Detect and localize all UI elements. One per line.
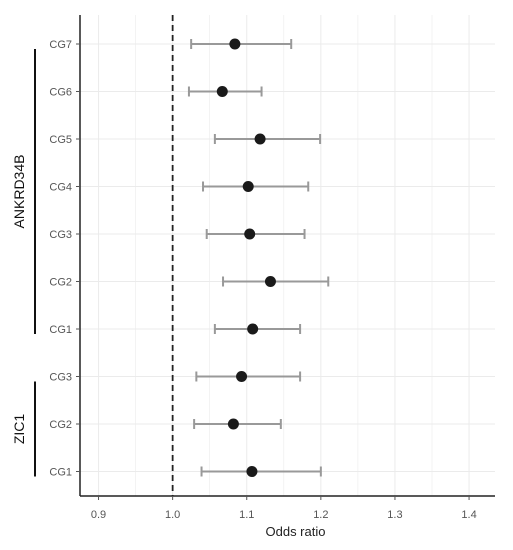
- point-estimate: [246, 466, 258, 477]
- point-estimate: [216, 86, 228, 97]
- y-tick-label: CG6: [49, 87, 72, 99]
- x-tick-label: 1.0: [165, 509, 180, 521]
- point-estimate: [227, 418, 239, 430]
- point-estimates: [216, 38, 276, 477]
- point-estimate: [247, 323, 259, 335]
- point-estimate: [244, 228, 256, 240]
- x-tick-label: 1.4: [461, 509, 476, 521]
- axes: [76, 15, 495, 500]
- y-tick-label: CG3: [49, 372, 72, 384]
- point-estimate: [229, 38, 241, 50]
- x-tick-label: 1.1: [239, 509, 254, 521]
- y-tick-label: CG4: [49, 182, 72, 194]
- x-tick-label: 1.3: [387, 509, 402, 521]
- group-brackets: ANKRD34B ZIC1: [11, 49, 36, 477]
- y-tick-label: CG1: [49, 324, 72, 336]
- group-label: ZIC1: [11, 414, 27, 445]
- point-estimate: [254, 133, 266, 145]
- point-estimate: [236, 371, 248, 382]
- y-tick-label: CG2: [49, 419, 72, 431]
- y-tick-label: CG3: [49, 229, 72, 241]
- y-tick-label: CG7: [49, 39, 72, 51]
- row-labels: CG7 CG6 CG5 CG4 CG3 CG2 CG1 CG3 CG2 CG1: [49, 39, 72, 479]
- group-label: ANKRD34B: [11, 155, 27, 229]
- x-tick-label: 0.9: [91, 509, 106, 521]
- grid-lines: [80, 15, 495, 496]
- y-tick-label: CG2: [49, 277, 72, 289]
- y-tick-label: CG1: [49, 467, 72, 479]
- y-tick-label: CG5: [49, 134, 72, 146]
- error-bars: [187, 39, 330, 477]
- point-estimate: [242, 181, 254, 192]
- x-tick-labels: 0.9 1.0 1.1 1.2 1.3 1.4: [91, 509, 477, 521]
- x-tick-label: 1.2: [313, 509, 328, 521]
- x-axis-title: Odds ratio: [266, 524, 326, 539]
- point-estimate: [264, 276, 276, 287]
